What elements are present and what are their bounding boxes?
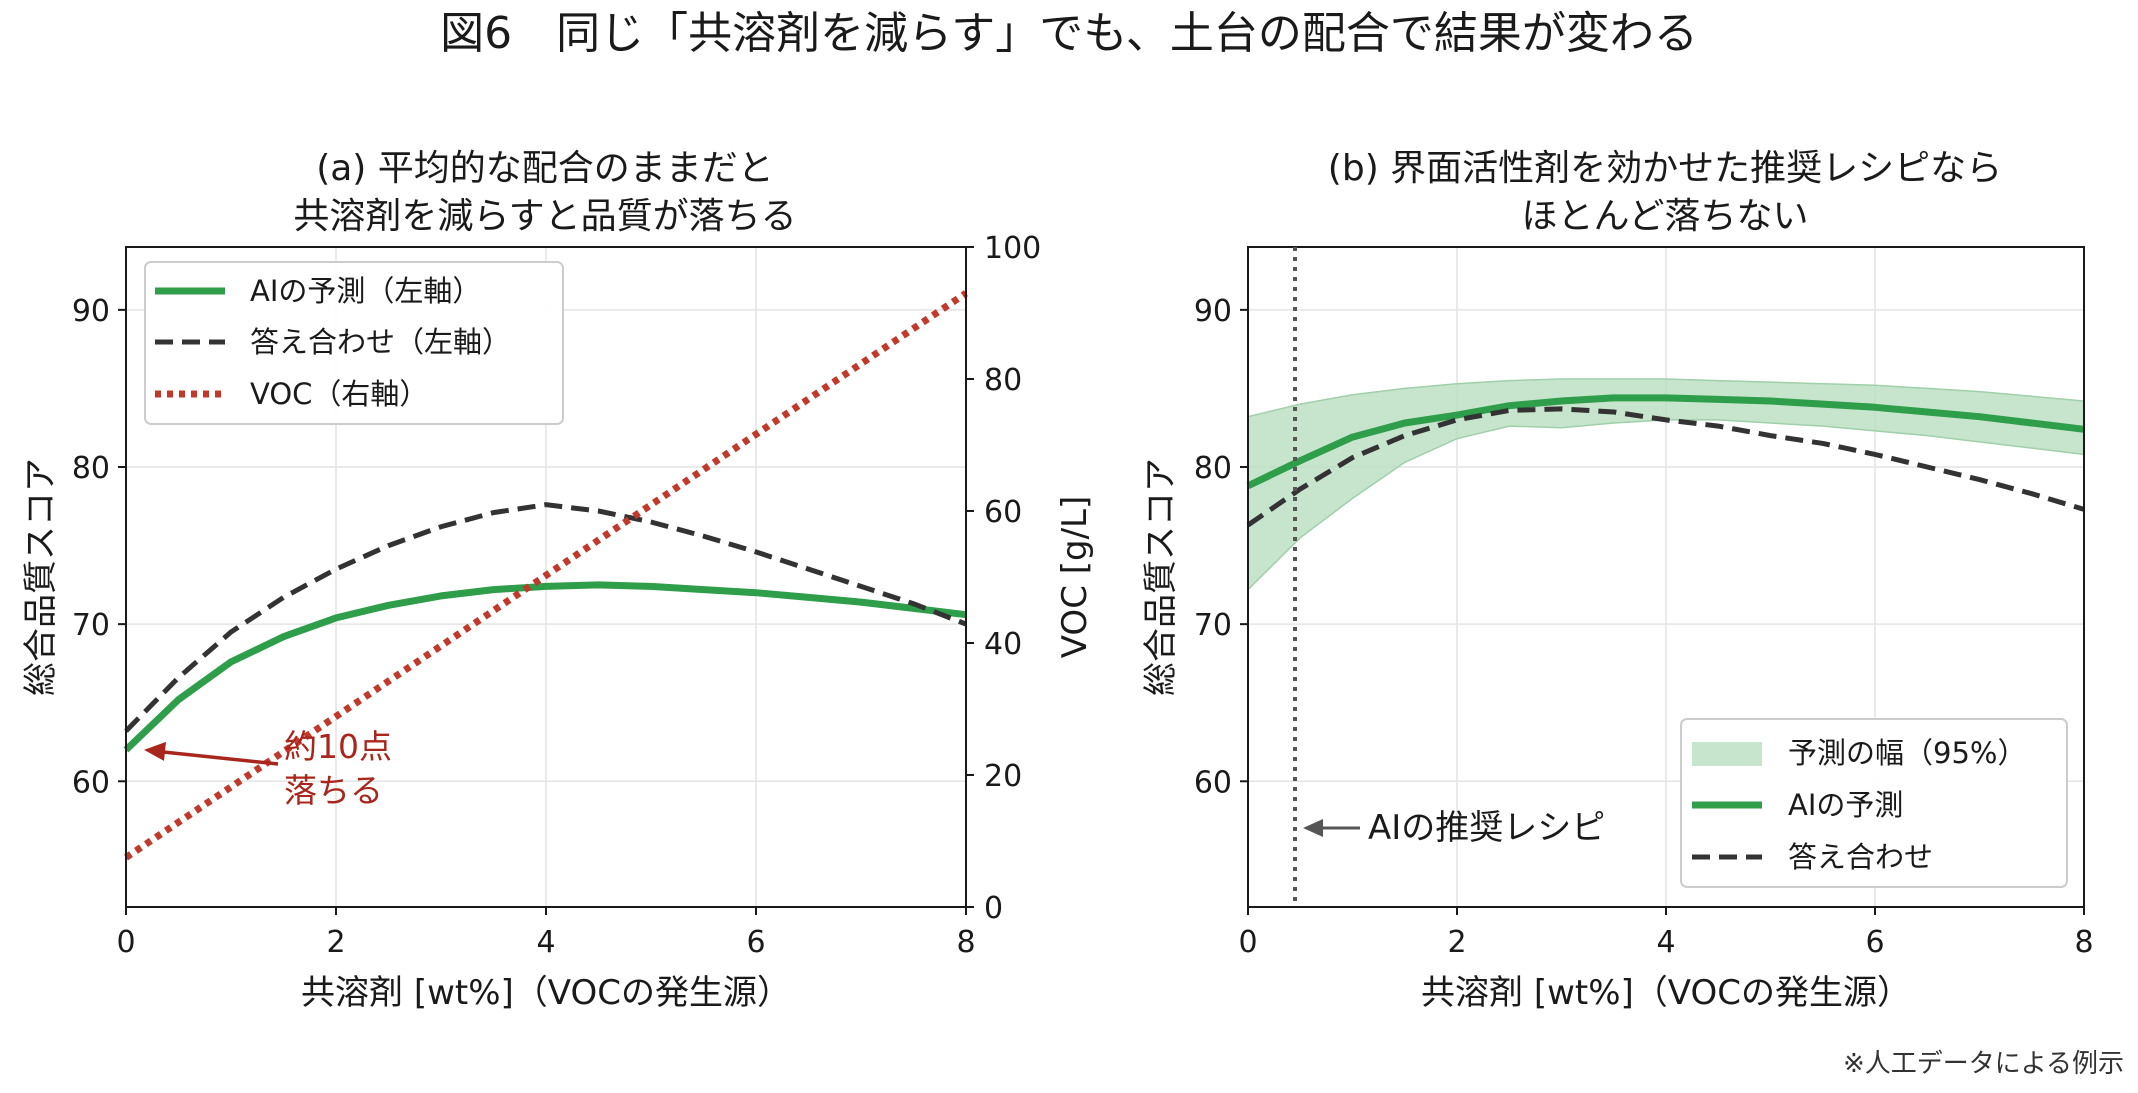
y2-tick-label: 0 — [984, 891, 1003, 926]
panel-a-y-ticks: 60 70 80 90 — [72, 294, 126, 800]
panel-a-y2-axis-label: VOC [g/L] — [1055, 496, 1095, 658]
figure-title: 図6 同じ「共溶剤を減らす」でも、土台の配合で結果が変わる — [440, 8, 1698, 59]
series-line-ai-prediction — [1246, 394, 2085, 490]
series-line-ai-prediction — [123, 581, 967, 753]
legend-frame — [1680, 718, 2068, 888]
legend-label-ai: AIの予測 — [1788, 788, 1903, 822]
legend-frame — [144, 261, 564, 425]
panel-a-title-line2: 共溶剤を減らすと品質が落ちる — [293, 196, 796, 237]
y-tick-label: 70 — [1194, 608, 1232, 643]
annotation-arrow-line — [161, 750, 279, 766]
panel-b: (b) 界面活性剤を効かせた推奨レシピなら ほとんど落ちない 0 2 4 6 8 60 7… — [1141, 148, 2094, 1013]
y-tick-label: 90 — [1194, 294, 1232, 329]
x-tick-label: 6 — [1865, 925, 1884, 960]
panel-b-title-line2: ほとんど落ちない — [1522, 196, 1809, 237]
y2-tick-label: 80 — [984, 363, 1022, 398]
x-tick-label: 6 — [746, 925, 765, 960]
panel-a-x-axis-label: 共溶剤 [wt%]（VOCの発生源） — [301, 973, 791, 1013]
panel-a-title-line1: (a) 平均的な配合のままだと — [316, 148, 774, 189]
legend-swatch-band — [1692, 742, 1762, 766]
panel-b-x-axis-label: 共溶剤 [wt%]（VOCの発生源） — [1421, 973, 1911, 1013]
legend-label-ai: AIの予測（左軸） — [250, 274, 481, 308]
x-tick-label: 2 — [1447, 925, 1466, 960]
panel-a-legend: AIの予測（左軸） 答え合わせ（左軸） VOC（右軸） — [144, 261, 564, 425]
panel-a: (a) 平均的な配合のままだと 共溶剤を減らすと品質が落ちる 0 2 4 6 8 60 7… — [21, 148, 1095, 1013]
y-tick-label: 90 — [72, 294, 110, 329]
panel-b-annotation: AIの推奨レシピ — [1293, 247, 1605, 907]
panel-a-x-ticks: 0 2 4 6 8 — [116, 907, 976, 960]
y2-tick-label: 40 — [984, 627, 1022, 662]
panel-b-title-line1: (b) 界面活性剤を効かせた推奨レシピなら — [1328, 148, 2002, 189]
panel-b-legend: 予測の幅（95%） AIの予測 答え合わせ — [1680, 718, 2068, 888]
y2-tick-label: 20 — [984, 759, 1022, 794]
panel-b-y-ticks: 60 70 80 90 — [1194, 294, 1248, 800]
panel-b-plot-area — [1246, 378, 2085, 592]
y-tick-label: 80 — [1194, 451, 1232, 486]
x-tick-label: 0 — [1238, 925, 1257, 960]
y2-tick-label: 100 — [984, 231, 1041, 266]
y2-tick-label: 60 — [984, 495, 1022, 530]
x-tick-label: 4 — [1656, 925, 1675, 960]
panel-a-annotation: 約10点 落ちる — [144, 727, 392, 810]
panel-a-y-axis-label: 総合品質スコア — [21, 458, 61, 696]
legend-label-voc: VOC（右軸） — [250, 377, 428, 411]
y-tick-label: 80 — [72, 451, 110, 486]
x-tick-label: 0 — [116, 925, 135, 960]
panel-b-annotation-text: AIの推奨レシピ — [1368, 808, 1605, 848]
panel-b-x-ticks: 0 2 4 6 8 — [1238, 907, 2094, 960]
x-tick-label: 8 — [2074, 925, 2093, 960]
panel-b-y-axis-label: 総合品質スコア — [1141, 458, 1181, 696]
annotation-arrow-head — [144, 741, 166, 761]
legend-label-truth: 答え合わせ（左軸） — [250, 325, 511, 359]
annotation-arrow-head — [1303, 819, 1324, 837]
legend-label-truth: 答え合わせ — [1788, 840, 1933, 874]
y-tick-label: 70 — [72, 608, 110, 643]
y-tick-label: 60 — [1194, 765, 1232, 800]
panel-a-y2-ticks: 0 20 40 60 80 100 — [966, 231, 1041, 926]
x-tick-label: 4 — [536, 925, 555, 960]
panel-a-annotation-line1: 約10点 — [284, 727, 392, 766]
x-tick-label: 8 — [956, 925, 975, 960]
series-line-ground-truth — [124, 502, 967, 733]
legend-label-band: 予測の幅（95%） — [1788, 736, 2026, 770]
footnote: ※人工データによる例示 — [1843, 1049, 2124, 1079]
x-tick-label: 2 — [326, 925, 345, 960]
y-tick-label: 60 — [72, 765, 110, 800]
panel-a-annotation-line2: 落ちる — [284, 771, 383, 810]
series-line-ground-truth — [1246, 406, 2085, 528]
